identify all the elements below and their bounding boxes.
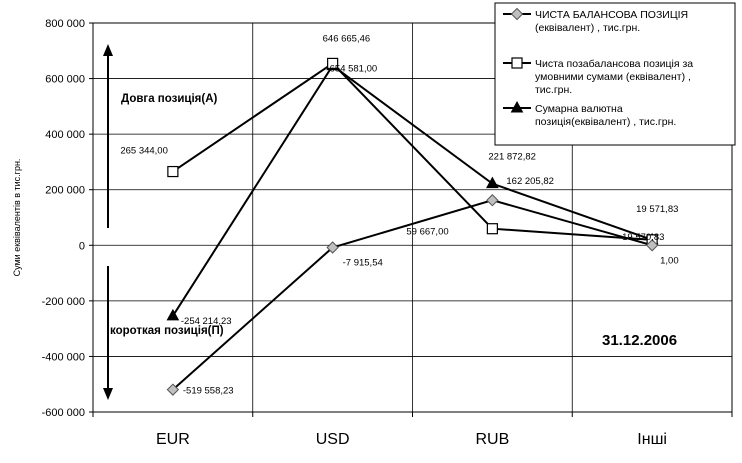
y-tick-label: -600 000 bbox=[42, 407, 85, 419]
data-point-diamond bbox=[166, 383, 180, 396]
data-label: -519 558,23 bbox=[183, 386, 234, 397]
data-point-diamond bbox=[645, 239, 659, 252]
data-label: 59 667,00 bbox=[406, 227, 448, 238]
data-label: 654 581,00 bbox=[330, 63, 378, 74]
series-line-square bbox=[172, 62, 653, 241]
x-tick-label: EUR bbox=[156, 431, 190, 448]
long-arrow-head bbox=[103, 44, 113, 56]
legend-entry: ЧИСТА БАЛАНСОВА ПОЗИЦІЯ (еквівалент) , ти… bbox=[535, 9, 688, 34]
legend-marker-square bbox=[511, 57, 523, 69]
x-tick-label: Інші bbox=[637, 431, 667, 448]
data-point-square bbox=[167, 165, 179, 178]
y-tick-label: 400 000 bbox=[45, 129, 85, 141]
y-tick-label: -200 000 bbox=[42, 296, 85, 308]
data-label: 265 344,00 bbox=[120, 146, 168, 157]
x-tick-label: USD bbox=[316, 431, 350, 448]
x-tick-label: RUB bbox=[475, 431, 509, 448]
data-point-square bbox=[327, 57, 339, 70]
data-point-diamond bbox=[326, 241, 339, 254]
short-position-label: короткая позиція(П) bbox=[110, 325, 224, 337]
data-label: 646 665,46 bbox=[323, 34, 371, 45]
data-label: 19 570,83 bbox=[622, 232, 664, 243]
legend-entry: Чиста позабалансова позиція за умовними с… bbox=[535, 58, 693, 96]
data-label: -7 915,54 bbox=[343, 257, 383, 268]
y-tick-label: 200 000 bbox=[45, 185, 85, 197]
y-tick-label: 600 000 bbox=[45, 74, 85, 86]
date-label: 31.12.2006 bbox=[602, 332, 677, 349]
data-point-triangle bbox=[166, 308, 180, 321]
y-tick-label: 800 000 bbox=[45, 18, 85, 30]
data-label: 221 872,82 bbox=[488, 152, 536, 163]
data-label: 19 571,83 bbox=[636, 204, 678, 215]
short-arrow-head bbox=[103, 388, 113, 400]
data-label: 1,00 bbox=[660, 255, 679, 266]
y-axis-title: Суми еквівалентів в тис.грн. bbox=[12, 159, 22, 277]
y-tick-label: 0 bbox=[79, 240, 85, 252]
series-line-triangle bbox=[172, 64, 653, 317]
legend-marker-triangle bbox=[510, 100, 524, 113]
y-tick-label: -400 000 bbox=[42, 351, 85, 363]
legend bbox=[494, 2, 736, 146]
data-label: 162 205,82 bbox=[506, 176, 554, 187]
data-label: -254 214,23 bbox=[181, 316, 232, 327]
data-point-square bbox=[486, 223, 498, 235]
series-line-diamond bbox=[172, 199, 653, 391]
legend-marker-diamond bbox=[510, 7, 524, 21]
data-point-diamond bbox=[486, 194, 499, 207]
legend-entry: Сумарна валютна позиція(еквівалент) , тис… bbox=[535, 103, 676, 128]
data-point-triangle bbox=[486, 176, 499, 189]
long-position-label: Довга позиція(А) bbox=[121, 93, 218, 105]
